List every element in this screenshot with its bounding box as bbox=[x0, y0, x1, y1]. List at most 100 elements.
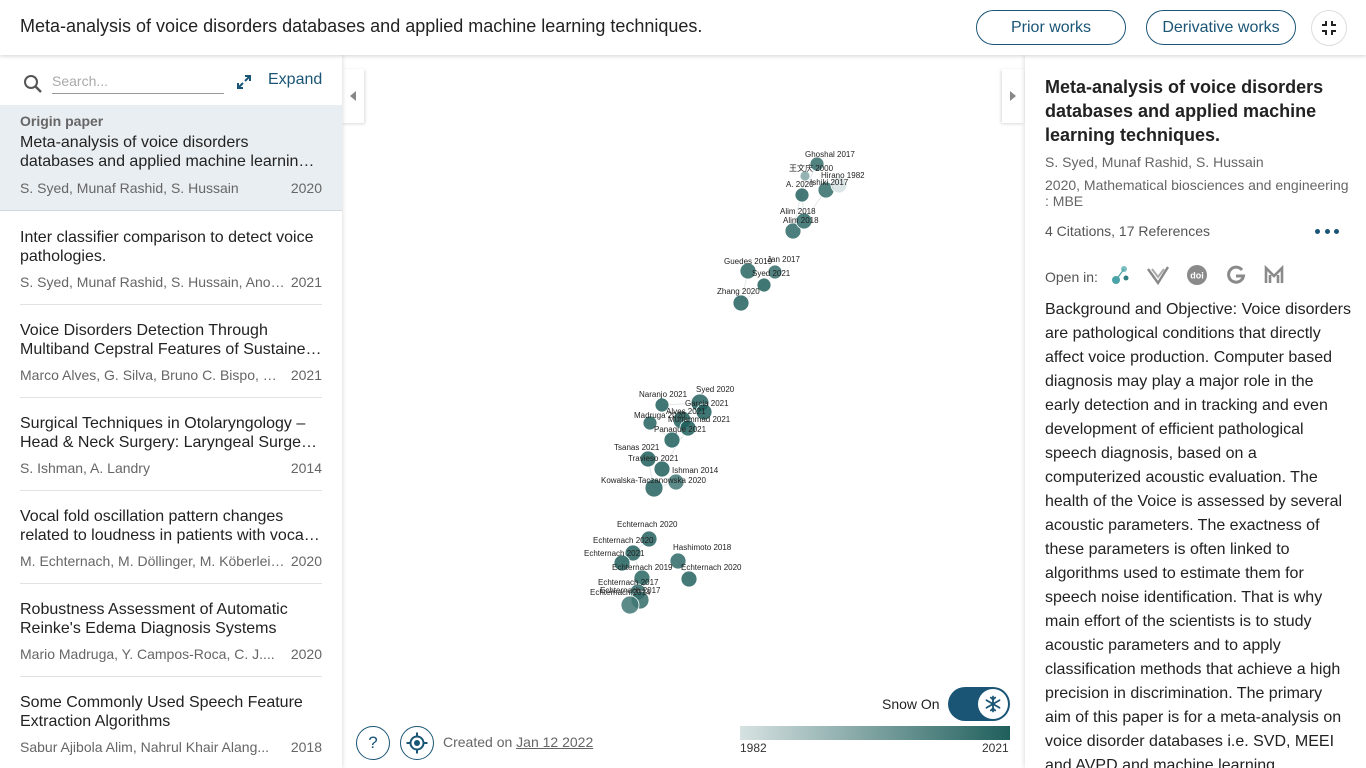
google-scholar-link[interactable] bbox=[1223, 262, 1249, 288]
paper-title: Voice Disorders Detection Through Multib… bbox=[20, 322, 315, 358]
paper-authors: S. Syed, Munaf Rashid, S. Hussain, Anosh… bbox=[20, 274, 285, 290]
paper-node[interactable] bbox=[669, 552, 687, 570]
paper-year: 2014 bbox=[290, 460, 322, 476]
paper-node[interactable] bbox=[732, 294, 750, 312]
paper-node-label: Guedes 2019 bbox=[724, 257, 773, 266]
paper-node[interactable] bbox=[654, 397, 670, 413]
paper-node[interactable] bbox=[679, 419, 697, 437]
top-header: Meta-analysis of voice disorders databas… bbox=[0, 0, 1366, 55]
divider bbox=[20, 304, 322, 305]
svg-text:doi: doi bbox=[1190, 271, 1204, 281]
list-item[interactable]: Surgical Techniques in Otolaryngology – … bbox=[0, 398, 342, 491]
origin-paper-title: Meta-analysis of voice disorders databas… bbox=[20, 134, 308, 170]
paper-node-label: Naranjo 2021 bbox=[639, 390, 688, 399]
paper-node[interactable] bbox=[799, 170, 811, 182]
paper-node[interactable] bbox=[739, 262, 757, 280]
recenter-button[interactable] bbox=[400, 726, 434, 760]
paper-node-label: Ishiki 2017 bbox=[810, 178, 849, 187]
paper-node[interactable] bbox=[695, 403, 713, 421]
divider bbox=[20, 676, 322, 677]
microsoft-academic-link[interactable] bbox=[1261, 262, 1287, 288]
paper-authors: S. Ishman, A. Landry bbox=[20, 460, 150, 476]
paper-node[interactable] bbox=[624, 544, 642, 562]
paper-authors: Marco Alves, G. Silva, Bruno C. Bispo, M… bbox=[20, 367, 285, 383]
paper-node-label: Travieso 2021 bbox=[628, 454, 679, 463]
list-item[interactable]: Some Commonly Used Speech Feature Extrac… bbox=[0, 677, 342, 768]
paper-authors: M. Echternach, M. Döllinger, M. Köberlei… bbox=[20, 553, 285, 569]
paper-node[interactable] bbox=[640, 530, 658, 548]
paper-node[interactable] bbox=[794, 187, 810, 203]
search-row: Expand bbox=[0, 55, 342, 105]
citation-graph-area[interactable]: Ghoshal 2017 王文庆 2000 Ishiki 2017 Hirano 19… bbox=[342, 55, 1025, 768]
microsoft-academic-icon bbox=[1264, 264, 1284, 283]
exit-fullscreen-button[interactable] bbox=[1311, 10, 1347, 46]
paper-node[interactable] bbox=[795, 212, 813, 230]
snow-toggle[interactable] bbox=[948, 687, 1010, 721]
divider bbox=[20, 583, 322, 584]
doi-icon: doi bbox=[1187, 265, 1207, 285]
expand-button[interactable]: Expand bbox=[268, 71, 323, 88]
list-item[interactable]: Robustness Assessment of Automatic Reink… bbox=[0, 584, 342, 677]
paper-node-label: Echternach 2019 bbox=[612, 563, 673, 572]
paper-node-label: Garcia 2021 bbox=[685, 399, 729, 408]
prior-works-button[interactable]: Prior works bbox=[976, 10, 1126, 45]
paper-node[interactable] bbox=[784, 222, 802, 240]
expand-icon[interactable] bbox=[236, 74, 252, 90]
list-item[interactable]: Vocal fold oscillation pattern changes r… bbox=[0, 491, 342, 584]
help-button[interactable]: ? bbox=[356, 726, 390, 760]
paper-node-label: Madruga 2020 bbox=[634, 411, 686, 420]
help-icon: ? bbox=[368, 733, 378, 752]
paper-node[interactable] bbox=[667, 473, 685, 491]
paper-node[interactable] bbox=[830, 176, 848, 194]
paper-node-label: Kowalska-Taczanowska 2020 bbox=[601, 476, 706, 485]
paper-node[interactable] bbox=[620, 595, 640, 615]
origin-paper-authors: S. Syed, Munaf Rashid, S. Hussain bbox=[20, 180, 239, 196]
origin-paper-year: 2020 bbox=[290, 180, 322, 196]
paper-node-label: Echternach 2017 bbox=[600, 586, 661, 595]
paper-node[interactable] bbox=[642, 415, 658, 431]
derivative-works-button[interactable]: Derivative works bbox=[1146, 10, 1296, 45]
collapse-left-panel-button[interactable] bbox=[342, 69, 364, 123]
paper-node[interactable] bbox=[644, 478, 664, 498]
paper-node-label: Echternach 2020 bbox=[681, 563, 742, 572]
detail-title: Meta-analysis of voice disorders databas… bbox=[1045, 77, 1324, 145]
created-date-link[interactable]: Jan 12 2022 bbox=[516, 734, 594, 750]
paper-node[interactable] bbox=[653, 460, 671, 478]
paper-node[interactable] bbox=[756, 277, 772, 293]
doi-link[interactable]: doi bbox=[1184, 262, 1210, 288]
paper-node[interactable] bbox=[639, 450, 657, 468]
list-item[interactable]: Inter classifier comparison to detect vo… bbox=[0, 212, 342, 305]
origin-paper-item[interactable]: Origin paper Meta-analysis of voice diso… bbox=[0, 105, 342, 211]
paper-node-label: Echternach 2020 bbox=[593, 536, 654, 545]
dot-icon bbox=[1315, 228, 1320, 234]
paper-node-label: Echternach 2020 bbox=[617, 520, 678, 529]
paper-authors: Sabur Ajibola Alim, Nahrul Khair Alang..… bbox=[20, 739, 270, 755]
search-input[interactable] bbox=[52, 68, 224, 94]
collapse-right-panel-button[interactable] bbox=[1002, 69, 1024, 123]
paper-node[interactable] bbox=[680, 570, 698, 588]
scale-min-year: 1982 bbox=[740, 741, 767, 755]
list-item[interactable]: Voice Disorders Detection Through Multib… bbox=[0, 305, 342, 398]
origin-paper-label: Origin paper bbox=[20, 113, 104, 129]
more-options-button[interactable] bbox=[1315, 221, 1339, 241]
paper-title: Inter classifier comparison to detect vo… bbox=[20, 229, 314, 265]
detail-citations: 4 Citations, 17 References bbox=[1045, 223, 1210, 239]
caret-left-icon bbox=[350, 91, 356, 101]
paper-node[interactable] bbox=[613, 554, 631, 572]
graph-edge bbox=[792, 175, 806, 232]
semantic-scholar-link[interactable] bbox=[1145, 262, 1171, 288]
detail-venue: 2020, Mathematical biosciences and engin… bbox=[1045, 177, 1349, 209]
connected-papers-link[interactable] bbox=[1107, 262, 1133, 288]
paper-node-label: Ghoshal 2017 bbox=[805, 150, 855, 159]
paper-node[interactable] bbox=[663, 431, 681, 449]
detail-authors: S. Syed, Munaf Rashid, S. Hussain bbox=[1045, 154, 1264, 170]
paper-node-label: Panaque 2021 bbox=[654, 425, 707, 434]
paper-node-label: Hirano 1982 bbox=[821, 171, 865, 180]
paper-node-label: Muhammad 2021 bbox=[668, 415, 731, 424]
paper-year: 2020 bbox=[290, 553, 322, 569]
detail-abstract: Background and Objective: Voice disorder… bbox=[1045, 301, 1351, 768]
paper-node[interactable] bbox=[767, 264, 783, 280]
paper-node-label: Tsanas 2021 bbox=[614, 443, 660, 452]
paper-node[interactable] bbox=[809, 156, 825, 172]
